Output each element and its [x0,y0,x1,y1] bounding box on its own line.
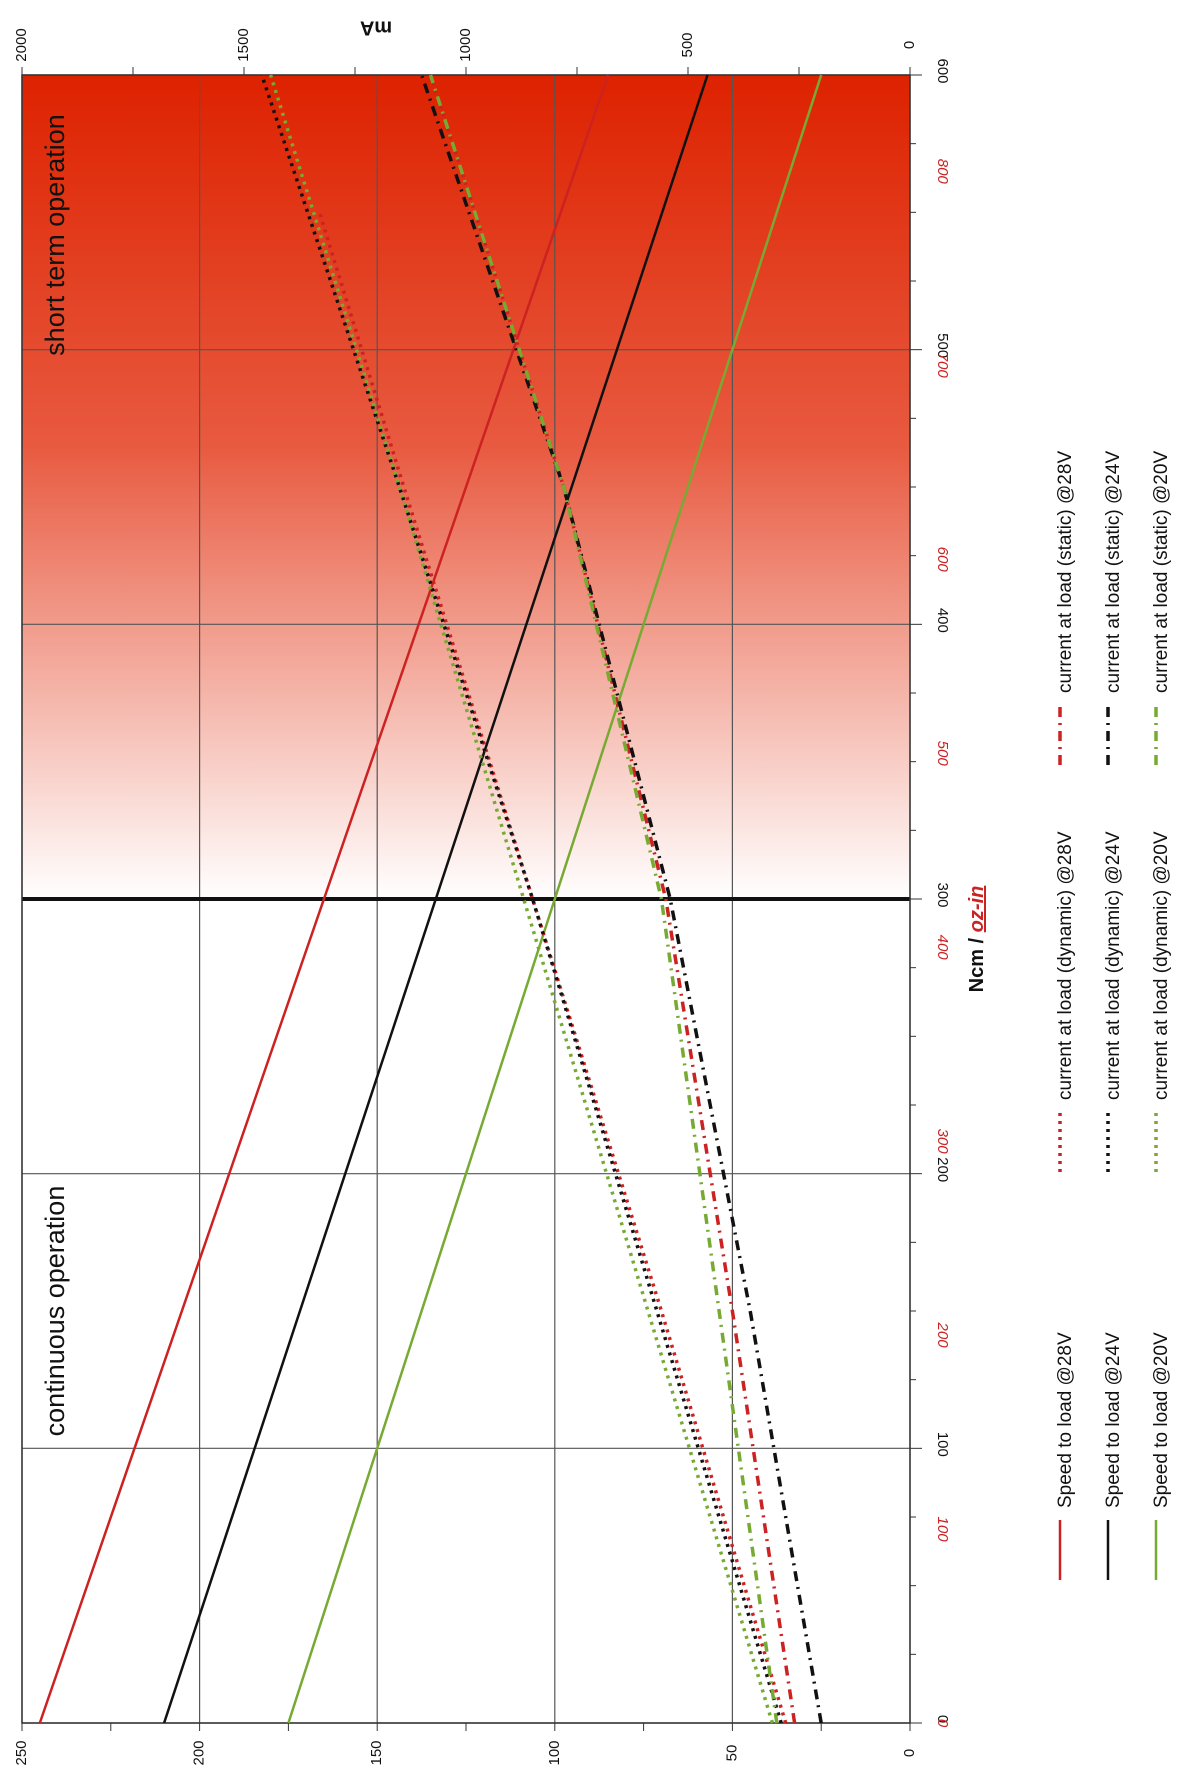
ncm-tick-label: 300 [934,882,951,907]
x-axis-title-ozin: oz-in [966,886,988,933]
legend-item-dynamic-3: current at load (dynamic) @20V [1151,831,1172,1172]
current-axis-title: mA [360,17,392,39]
x-axis-title: Ncm / oz-in [966,886,988,993]
series-line-1 [38,74,610,1724]
current-tick-label: 500 [679,32,696,57]
legend-label: current at load (dynamic) @28V [1055,831,1076,1100]
ncm-tick-label: 600 [934,58,951,83]
ozin-tick-label: 200 [934,1322,951,1349]
current-tick-label: 2000 [13,28,30,61]
speed-tick-label: 50 [723,1745,740,1762]
legend-label: current at load (static) @24V [1103,451,1124,693]
speed-tick-label: 100 [546,1740,563,1765]
legend-item-static-2: current at load (static) @24V [1103,451,1124,765]
legend-item-static-3: current at load (static) @20V [1151,451,1172,765]
speed-tick-label: 0 [901,1749,918,1757]
series-line-8 [419,74,823,1724]
legend-item-static-1: current at load (static) @28V [1055,451,1076,765]
ncm-tick-label: 100 [934,1432,951,1457]
legend-item-dynamic-1: current at load (dynamic) @28V [1055,831,1076,1172]
ozin-tick-label: 400 [934,935,951,961]
legend-label: current at load (dynamic) @20V [1151,831,1172,1100]
ncm-tick-label: 400 [934,608,951,633]
speed-tick-label: 200 [191,1740,208,1765]
ncm-tick-label: 500 [934,333,951,358]
series-line-3 [287,74,823,1724]
legend-label: current at load (dynamic) @24V [1103,831,1124,1100]
speed-tick-label: 250 [13,1740,30,1765]
ncm-tick-label: 0 [934,1715,951,1723]
legend-item-speed-2: Speed to load @24V [1103,1332,1124,1580]
ozin-tick-label: 500 [934,741,951,767]
current-tick-label: 1000 [457,28,474,61]
ozin-tick-label: 700 [934,353,951,379]
plot-area: 0100200300400500600010020030040050060070… [13,17,988,1766]
ozin-tick-label: 800 [934,159,951,185]
legend-label: current at load (static) @20V [1151,451,1172,693]
legend-item-dynamic-2: current at load (dynamic) @24V [1103,831,1124,1172]
series-line-9 [428,74,779,1724]
legend-item-speed-1: Speed to load @28V [1055,1332,1076,1580]
legend-label: current at load (static) @28V [1055,451,1076,693]
ozin-tick-label: 0 [934,1719,951,1728]
x-axis-title-ncm: Ncm / [966,932,988,992]
series-line-6 [268,74,775,1724]
continuous-operation-label: continuous operation [40,1186,70,1437]
ozin-tick-label: 100 [934,1517,951,1543]
ncm-tick-label: 200 [934,1157,951,1182]
legend-label: Speed to load @20V [1151,1332,1172,1508]
legend: Speed to load @28V Speed to load @24V Spee… [1055,451,1172,1580]
ozin-tick-label: 600 [934,547,951,573]
short-term-operation-label: short term operation [40,114,70,356]
legend-label: Speed to load @28V [1055,1332,1076,1508]
ozin-tick-label: 300 [934,1129,951,1155]
series-line-2 [162,74,709,1724]
current-tick-label: 1500 [235,28,252,61]
speed-tick-label: 150 [368,1740,385,1765]
legend-label: Speed to load @24V [1103,1332,1124,1508]
legend-item-speed-3: Speed to load @20V [1151,1332,1172,1580]
current-tick-label: 0 [901,41,918,49]
